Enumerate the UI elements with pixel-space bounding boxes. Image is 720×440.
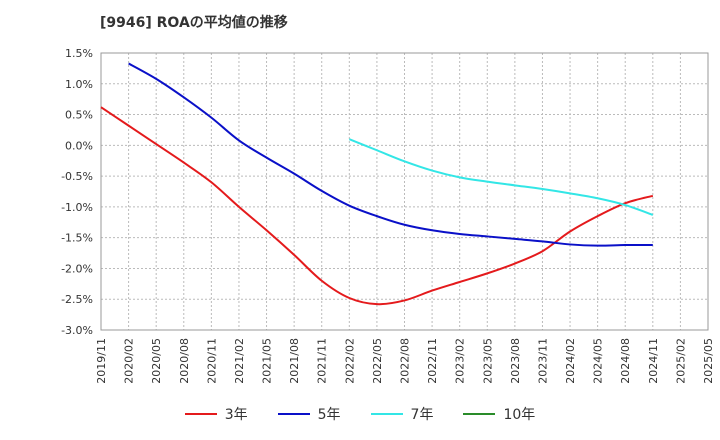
- x-tick-labels: 2019/11 2020/02 2020/05 2020/08 2020/11 2021/…: [95, 338, 715, 384]
- legend-swatch: [370, 413, 403, 415]
- y-tick-labels: 1.5% 1.0% 0.5% 0.0% -0.5% -1.0% -1.5% -2.0% -2.5…: [61, 47, 93, 337]
- legend-label: 5年: [317, 407, 341, 423]
- y-tick-label: -1.0%: [61, 201, 93, 214]
- grid-lines: [100, 52, 709, 331]
- x-tick-label: 2025/02: [674, 338, 687, 384]
- legend-item-2: 7年: [370, 404, 434, 424]
- y-tick-label: -2.5%: [61, 293, 93, 306]
- legend-label: 3年: [224, 407, 248, 423]
- y-tick-label: 1.0%: [65, 78, 93, 91]
- x-tick-label: 2022/05: [371, 338, 384, 384]
- y-tick-label: 0.0%: [65, 139, 93, 152]
- x-tick-label: 2024/05: [592, 338, 605, 384]
- series-lines: [100, 62, 654, 306]
- legend-label: 10年: [503, 407, 536, 423]
- x-tick-label: 2025/05: [702, 338, 715, 384]
- axes: [100, 52, 709, 331]
- y-tick-label: -3.0%: [61, 324, 93, 337]
- x-tick-label: 2023/08: [509, 338, 522, 384]
- x-tick-label: 2023/11: [536, 338, 549, 384]
- x-tick-label: 2022/08: [399, 338, 412, 384]
- x-tick-label: 2020/08: [178, 338, 191, 384]
- x-tick-label: 2021/02: [233, 338, 246, 384]
- x-tick-label: 2024/02: [564, 338, 577, 384]
- legend-swatch: [184, 413, 217, 415]
- x-tick-label: 2021/08: [288, 338, 301, 384]
- x-tick-label: 2020/05: [150, 338, 163, 384]
- x-tick-label: 2023/05: [481, 338, 494, 384]
- x-tick-label: 2020/11: [205, 338, 218, 384]
- x-tick-label: 2021/05: [261, 338, 274, 384]
- x-tick-label: 2020/02: [123, 338, 136, 384]
- series-line-0: [100, 106, 654, 306]
- legend-item-0: 3年: [184, 404, 248, 424]
- legend-label: 7年: [410, 407, 434, 423]
- legend-swatch: [277, 413, 310, 415]
- y-tick-label: -0.5%: [61, 170, 93, 183]
- x-tick-label: 2019/11: [95, 338, 108, 384]
- chart-title: [9946] ROAの平均値の推移: [100, 15, 288, 31]
- x-tick-label: 2023/02: [454, 338, 467, 384]
- y-tick-label: -1.5%: [61, 232, 93, 245]
- y-tick-label: 1.5%: [65, 47, 93, 60]
- legend-swatch: [463, 413, 496, 415]
- x-tick-label: 2022/02: [343, 338, 356, 384]
- legend: 3年 5年 7年 10年: [0, 402, 720, 426]
- series-line-1: [128, 62, 653, 247]
- x-tick-label: 2024/08: [619, 338, 632, 384]
- legend-item-1: 5年: [277, 404, 341, 424]
- x-tick-label: 2021/11: [316, 338, 329, 384]
- x-tick-label: 2024/11: [647, 338, 660, 384]
- legend-item-3: 10年: [463, 404, 535, 424]
- plot-frame: [100, 52, 709, 331]
- y-tick-label: -2.0%: [61, 262, 93, 275]
- x-tick-label: 2022/11: [426, 338, 439, 384]
- series-line-2: [348, 138, 654, 216]
- y-tick-label: 0.5%: [65, 109, 93, 122]
